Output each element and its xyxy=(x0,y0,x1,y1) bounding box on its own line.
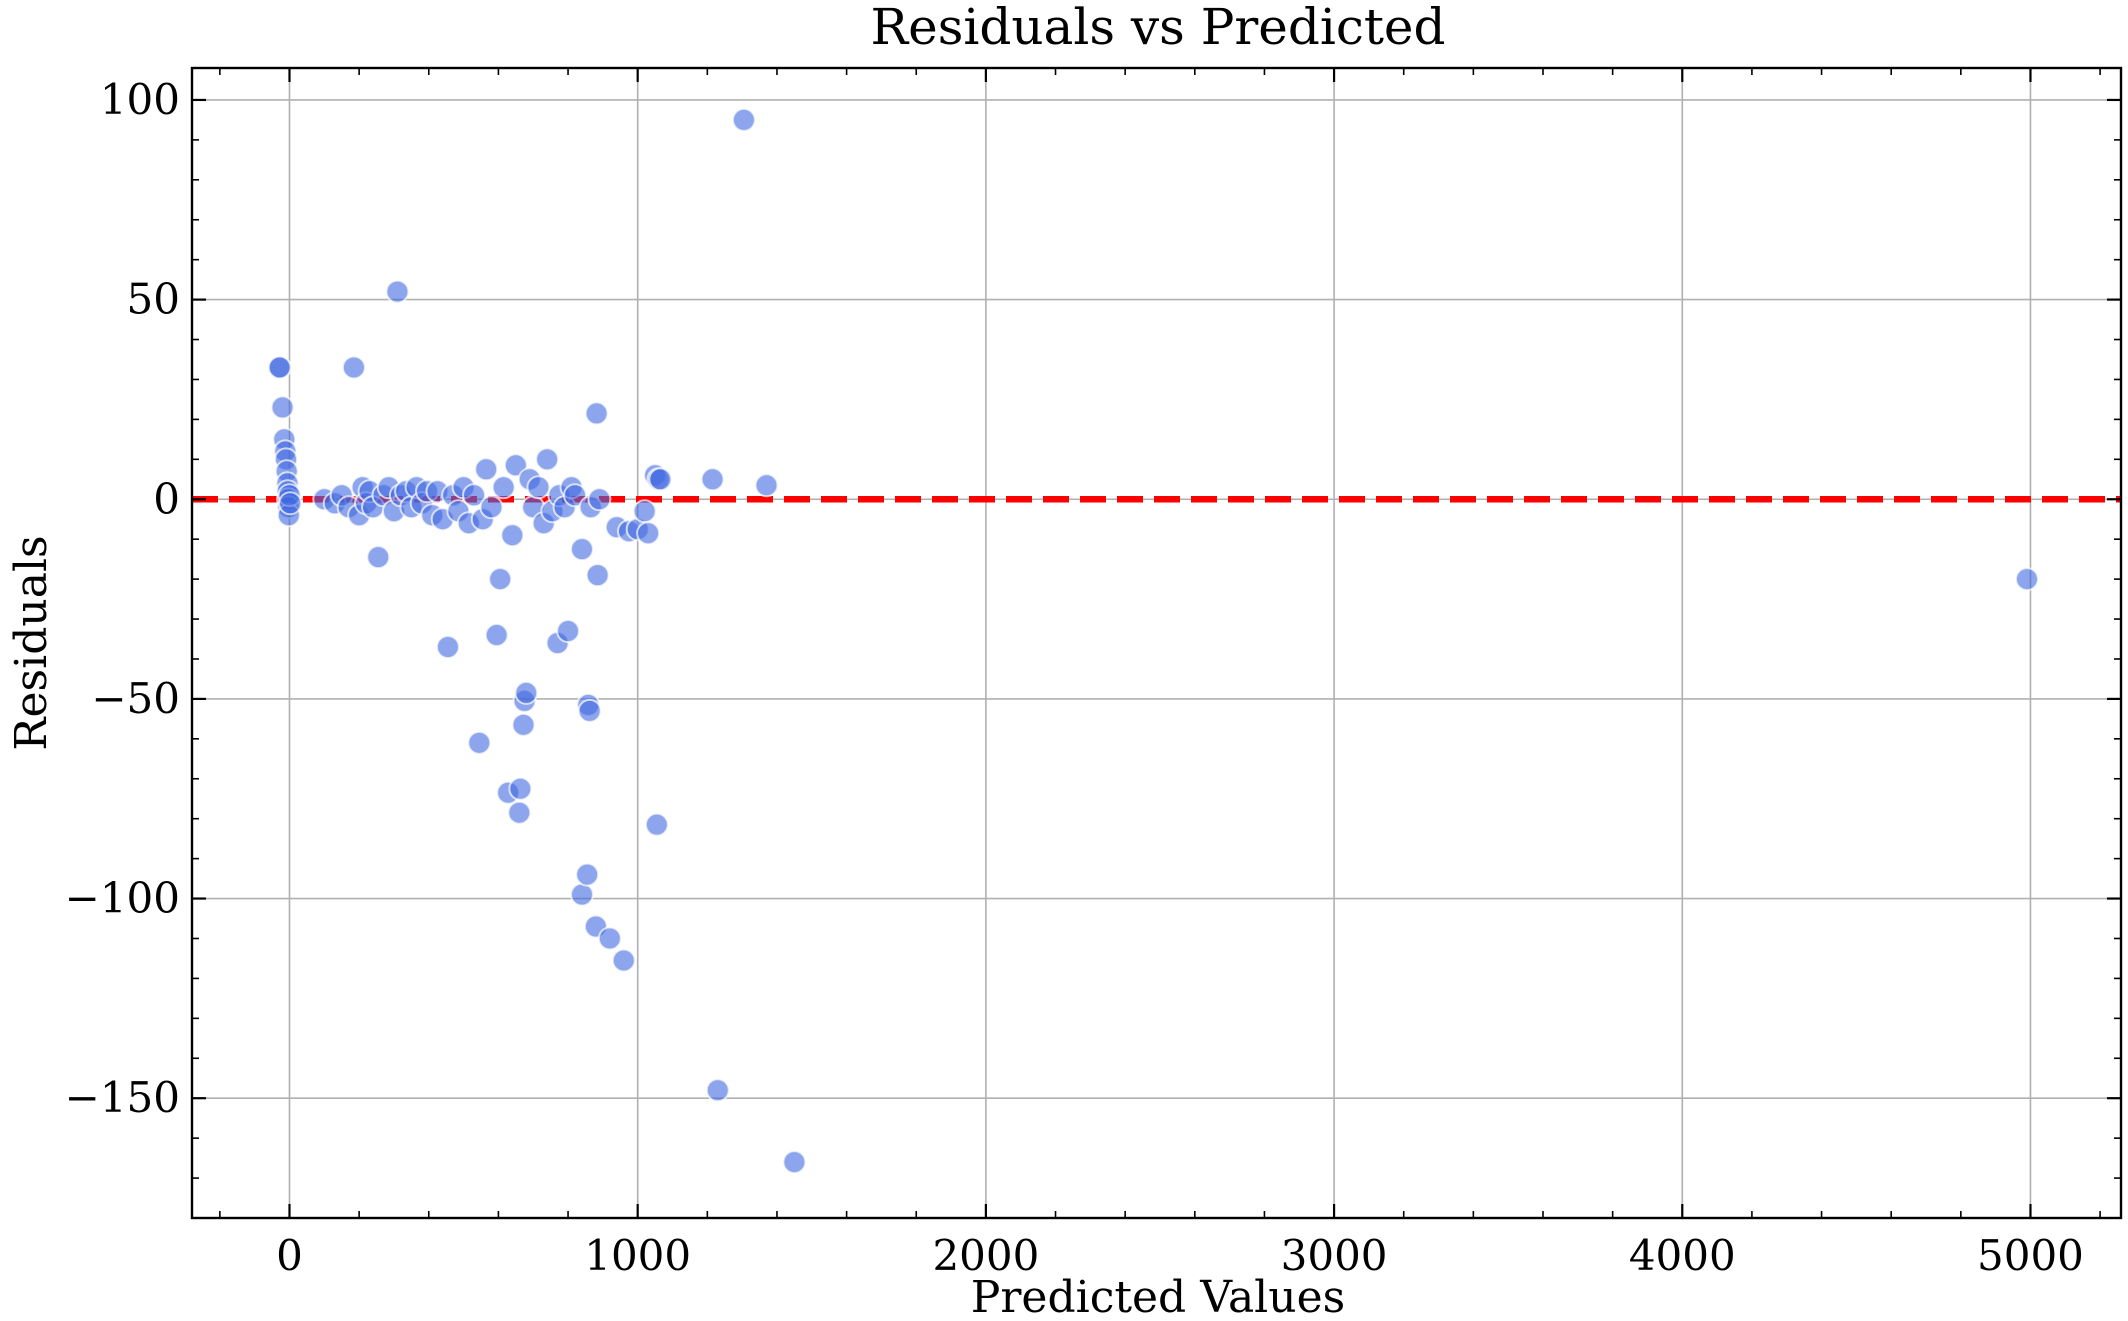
data-point-79 xyxy=(585,563,610,588)
data-point-71 xyxy=(569,537,594,562)
data-point-95 xyxy=(754,473,779,498)
y-tick-labels: 100 50 0 −50 −100 −150 xyxy=(65,75,180,1122)
data-point-28 xyxy=(385,279,410,304)
data-point-87 xyxy=(636,521,661,546)
data-point-75 xyxy=(577,698,602,723)
data-point-48 xyxy=(484,623,509,648)
data-point-96 xyxy=(782,1150,807,1175)
data-point-38 xyxy=(435,634,460,659)
data-point-92 xyxy=(700,467,725,492)
data-point-52 xyxy=(500,523,525,548)
y-tick-label-0: 100 xyxy=(100,75,180,124)
data-point-61 xyxy=(526,475,551,500)
x-axis-label: Predicted Values xyxy=(971,1272,1345,1321)
data-point-55 xyxy=(508,776,533,801)
data-point-46 xyxy=(474,457,499,482)
data-point-94 xyxy=(731,107,756,132)
x-tick-label-1: 1000 xyxy=(584,1231,691,1280)
data-point-58 xyxy=(514,680,539,705)
data-point-72 xyxy=(569,882,594,907)
y-tick-label-3: −50 xyxy=(91,674,180,723)
data-point-56 xyxy=(511,712,536,737)
data-point-47 xyxy=(479,495,504,520)
x-tick-labels: 0 1000 2000 3000 4000 5000 xyxy=(276,1231,2084,1280)
data-point-91 xyxy=(648,467,673,492)
data-point-89 xyxy=(644,812,669,837)
data-point-68 xyxy=(556,619,581,644)
data-point-18 xyxy=(341,355,366,380)
scatter-points xyxy=(267,107,2039,1175)
data-point-49 xyxy=(488,567,513,592)
data-point-44 xyxy=(467,730,492,755)
data-point-2 xyxy=(270,395,295,420)
data-point-13 xyxy=(278,491,303,516)
data-point-1 xyxy=(267,355,292,380)
data-point-73 xyxy=(575,862,600,887)
grid-lines xyxy=(192,68,2121,1218)
chart-title: Residuals vs Predicted xyxy=(870,0,1445,56)
data-point-83 xyxy=(611,948,636,973)
data-point-80 xyxy=(587,487,612,512)
data-point-86 xyxy=(632,499,657,524)
axis-ticks xyxy=(192,68,2121,1219)
x-tick-label-3: 3000 xyxy=(1281,1231,1388,1280)
y-tick-label-4: −100 xyxy=(65,874,180,923)
data-point-97 xyxy=(2014,567,2039,592)
data-point-50 xyxy=(491,475,516,500)
data-point-78 xyxy=(584,401,609,426)
y-tick-label-5: −150 xyxy=(65,1073,180,1122)
data-point-63 xyxy=(535,447,560,472)
data-point-54 xyxy=(507,800,532,825)
plot-frame xyxy=(190,66,2123,1220)
data-point-70 xyxy=(563,483,588,508)
data-point-81 xyxy=(597,926,622,951)
x-tick-label-5: 5000 xyxy=(1977,1231,2084,1280)
y-axis-label: Residuals xyxy=(6,535,57,750)
x-tick-label-0: 0 xyxy=(276,1231,303,1280)
data-point-24 xyxy=(366,545,391,570)
data-point-93 xyxy=(705,1078,730,1103)
data-point-43 xyxy=(462,483,487,508)
y-tick-label-2: 0 xyxy=(153,474,180,523)
y-tick-label-1: 50 xyxy=(127,275,180,324)
x-tick-label-4: 4000 xyxy=(1629,1231,1736,1280)
x-tick-label-2: 2000 xyxy=(932,1231,1039,1280)
